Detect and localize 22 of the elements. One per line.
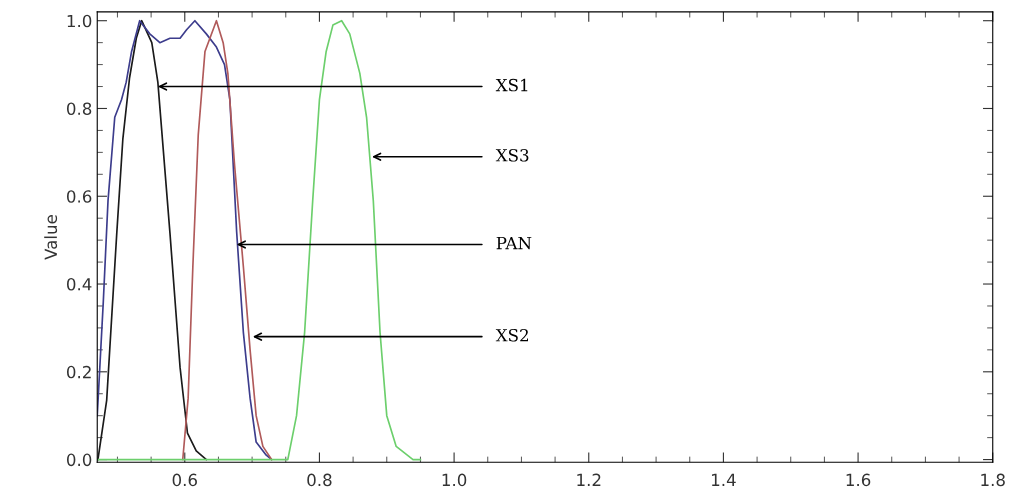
y-tick-label: 0.2 [66, 365, 91, 379]
annotation: XS1 [495, 78, 528, 92]
x-tick-label: 1.4 [712, 473, 736, 486]
x-tick-label: 0.6 [172, 473, 197, 487]
y-tick-label: 1.0 [67, 14, 92, 28]
x-tick-label: 1.2 [577, 473, 601, 486]
y-tick-label: 0.8 [66, 102, 92, 116]
y-axis-title: Value [44, 215, 58, 260]
line-series [181, 19, 273, 461]
y-tick-label: 0.6 [66, 190, 92, 203]
line-series [97, 19, 273, 461]
x-tick-label: 1.8 [981, 473, 1005, 487]
line-series [97, 19, 208, 461]
annotation: PAN [496, 236, 532, 250]
x-tick-label: 1.0 [442, 473, 467, 487]
x-tick-label: 1.6 [846, 473, 871, 487]
annotation: XS3 [495, 148, 529, 162]
y-tick-label: 0.0 [66, 453, 92, 467]
line-series [97, 19, 422, 461]
annotation: XS2 [495, 328, 528, 342]
y-tick-label: 0.4 [66, 277, 92, 291]
x-tick-label: 0.8 [307, 473, 332, 487]
